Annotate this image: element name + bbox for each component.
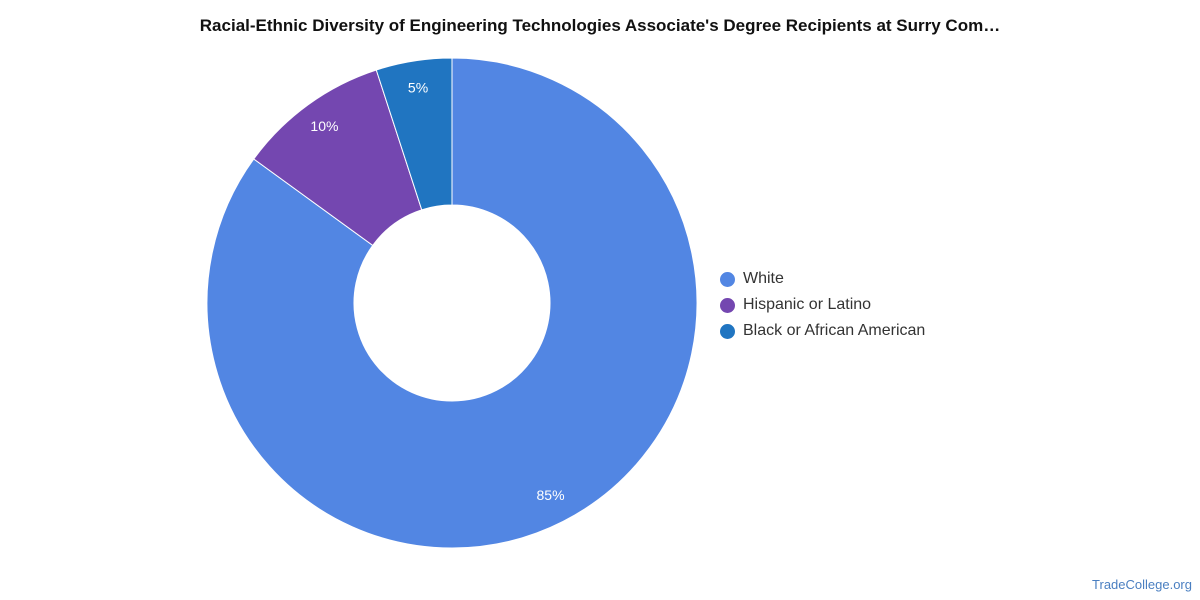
chart-title: Racial-Ethnic Diversity of Engineering T… bbox=[199, 16, 1001, 35]
legend-label-black-or-african-american: Black or African American bbox=[743, 322, 926, 339]
legend-item-white[interactable]: White bbox=[720, 266, 925, 292]
slice-label-white: 85% bbox=[537, 487, 565, 503]
legend-label-hispanic-or-latino: Hispanic or Latino bbox=[743, 296, 872, 313]
legend-swatch-black-or-african-american bbox=[720, 323, 735, 339]
legend-swatch-hispanic-or-latino bbox=[720, 297, 735, 313]
legend-swatch-white bbox=[720, 271, 735, 287]
legend-item-hispanic-or-latino[interactable]: Hispanic or Latino bbox=[720, 292, 925, 318]
legend-label-white: White bbox=[743, 270, 784, 287]
watermark[interactable]: TradeCollege.org bbox=[1092, 577, 1192, 592]
chart-legend: White Hispanic or Latino Black or Africa… bbox=[720, 266, 925, 344]
slice-black-or-african-american[interactable] bbox=[375, 57, 453, 211]
slice-label-hispanic-or-latino: 10% bbox=[310, 118, 338, 134]
legend-item-black-or-african-american[interactable]: Black or African American bbox=[720, 318, 925, 344]
slice-white[interactable] bbox=[206, 57, 698, 549]
slice-label-black-or-african-american: 5% bbox=[408, 79, 428, 95]
